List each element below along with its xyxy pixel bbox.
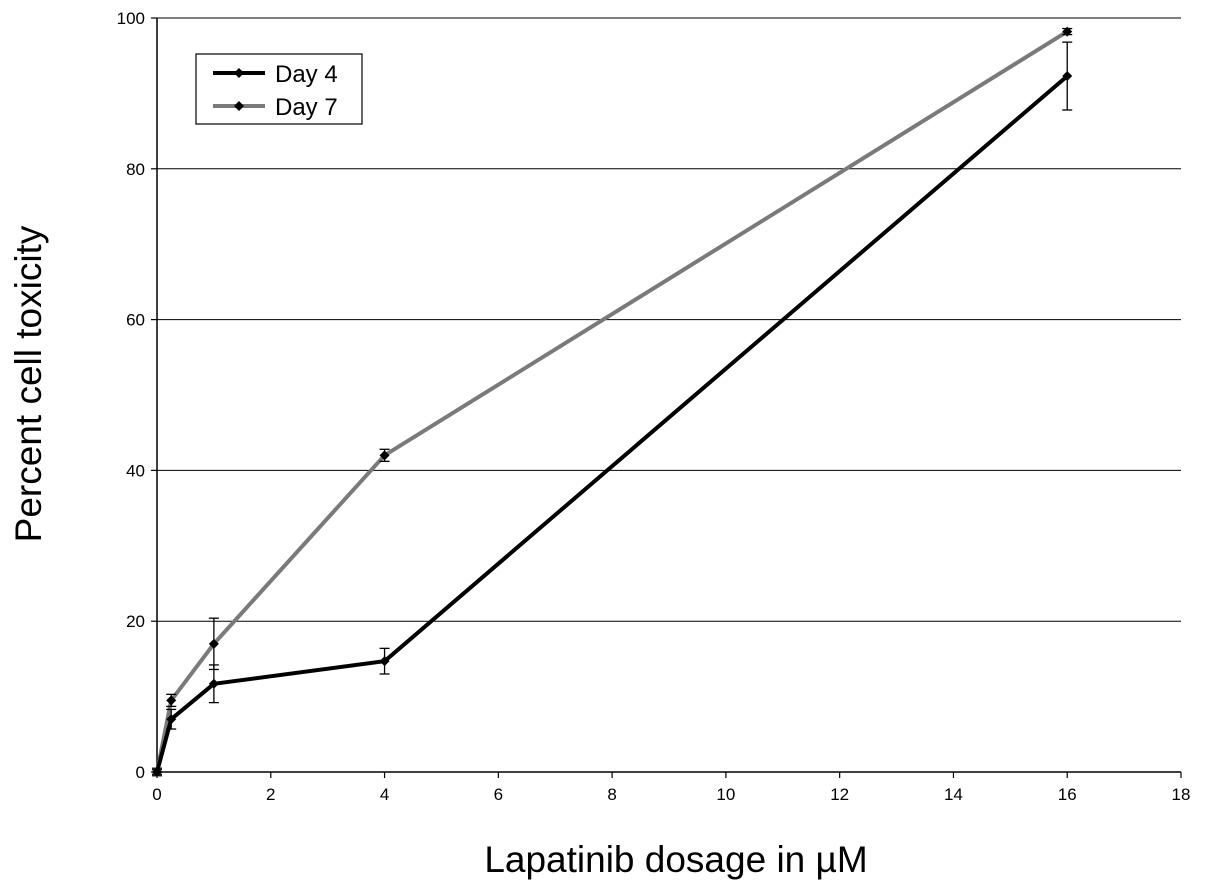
legend: Day 4 Day 7: [195, 53, 363, 125]
x-tick-label-12: 12: [830, 785, 849, 804]
x-tick-label-6: 6: [494, 785, 503, 804]
data-point-day-7-2: [208, 638, 219, 649]
x-tick-label-18: 18: [1172, 785, 1191, 804]
x-tick-label-2: 2: [266, 785, 275, 804]
axes: [151, 17, 1182, 778]
data-point-day-4-0: [152, 767, 162, 777]
y-tick-label-100: 100: [117, 9, 145, 28]
legend-item-day-7: Day 7: [213, 94, 338, 121]
y-tick-label-80: 80: [126, 160, 145, 179]
y-tick-label-20: 20: [126, 612, 145, 631]
data-point-day-4-4: [1062, 71, 1073, 82]
y-axis-title: Percent cell toxicity: [8, 225, 49, 542]
y-tick-label-0: 0: [136, 763, 145, 782]
x-tick-label-4: 4: [380, 785, 389, 804]
y-tick-label-40: 40: [126, 461, 145, 480]
data-point-day-7-3: [379, 450, 390, 461]
tick-labels: 0 20 40 60 80 100 0 2 4 6 8 10 12 14 16 18: [117, 9, 1191, 804]
series-lines: [152, 26, 1073, 777]
line-day-4: [155, 74, 1069, 773]
legend-box: [195, 53, 363, 125]
legend-label-day-4: Day 4: [275, 61, 338, 88]
data-point-day-4-1: [166, 714, 177, 725]
x-tick-label-16: 16: [1058, 785, 1077, 804]
x-tick-label-10: 10: [716, 785, 735, 804]
legend-marker-day-7: [234, 101, 244, 111]
data-point-day-7-1: [166, 695, 177, 706]
gridlines: [157, 17, 1181, 622]
legend-label-day-7: Day 7: [275, 94, 338, 121]
data-point-day-4-2: [208, 678, 219, 689]
legend-item-day-4: Day 4: [213, 61, 338, 88]
data-point-day-4-3: [379, 656, 390, 667]
legend-marker-day-4: [234, 68, 244, 78]
series-day-7: [152, 26, 1073, 777]
x-tick-label-14: 14: [944, 785, 963, 804]
x-tick-label-8: 8: [607, 785, 616, 804]
data-point-day-7-4: [1062, 26, 1073, 37]
y-tick-label-60: 60: [126, 311, 145, 330]
x-axis-title: Lapatinib dosage in µM: [484, 839, 867, 880]
x-tick-label-0: 0: [152, 785, 161, 804]
line-day-7: [155, 29, 1069, 773]
series-day-4: [152, 41, 1073, 777]
